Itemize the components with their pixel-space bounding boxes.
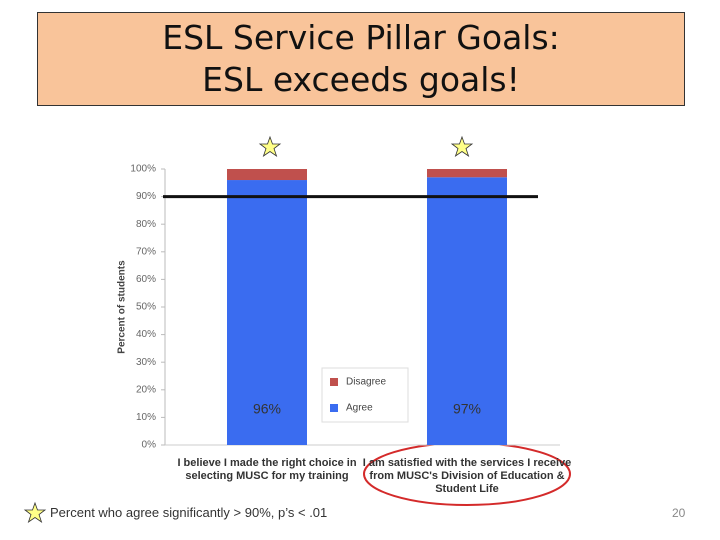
bar-segment <box>427 169 507 178</box>
y-axis-label: Percent of students <box>117 260 128 354</box>
y-tick-label: 30% <box>136 357 156 368</box>
y-tick-label: 0% <box>142 440 157 451</box>
star <box>450 135 474 158</box>
y-tick-label: 60% <box>136 274 156 285</box>
legend-label: Agree <box>346 403 373 414</box>
y-tick-label: 70% <box>136 246 156 257</box>
bar-segment <box>227 180 307 446</box>
legend-swatch <box>330 404 338 412</box>
legend-label: Disagree <box>346 377 386 388</box>
star <box>258 135 282 158</box>
y-tick-label: 40% <box>136 329 156 340</box>
title: ESL Service Pillar Goals: ESL exceeds go… <box>162 18 560 99</box>
y-tick-label: 100% <box>130 164 156 175</box>
x-tick-label: I am satisfied with the services I recei… <box>362 457 572 495</box>
y-tick-label: 50% <box>136 302 156 313</box>
value-label: 97% <box>453 401 481 417</box>
y-tick-label: 80% <box>136 219 156 230</box>
y-tick-label: 90% <box>136 191 156 202</box>
bar-segment <box>427 177 507 445</box>
y-tick-label: 20% <box>136 384 156 395</box>
y-tick-label: 10% <box>136 412 156 423</box>
legend-swatch <box>330 378 338 386</box>
star <box>23 501 47 524</box>
value-label: 96% <box>253 401 281 417</box>
legend-box <box>321 367 409 423</box>
page-number: 20 <box>672 506 686 520</box>
bar-segment <box>227 169 307 181</box>
footnote: Percent who agree significantly > 90%, p… <box>50 505 328 520</box>
title-box: ESL Service Pillar Goals: ESL exceeds go… <box>37 12 685 106</box>
x-tick-label: I believe I made the right choice in sel… <box>177 457 357 482</box>
